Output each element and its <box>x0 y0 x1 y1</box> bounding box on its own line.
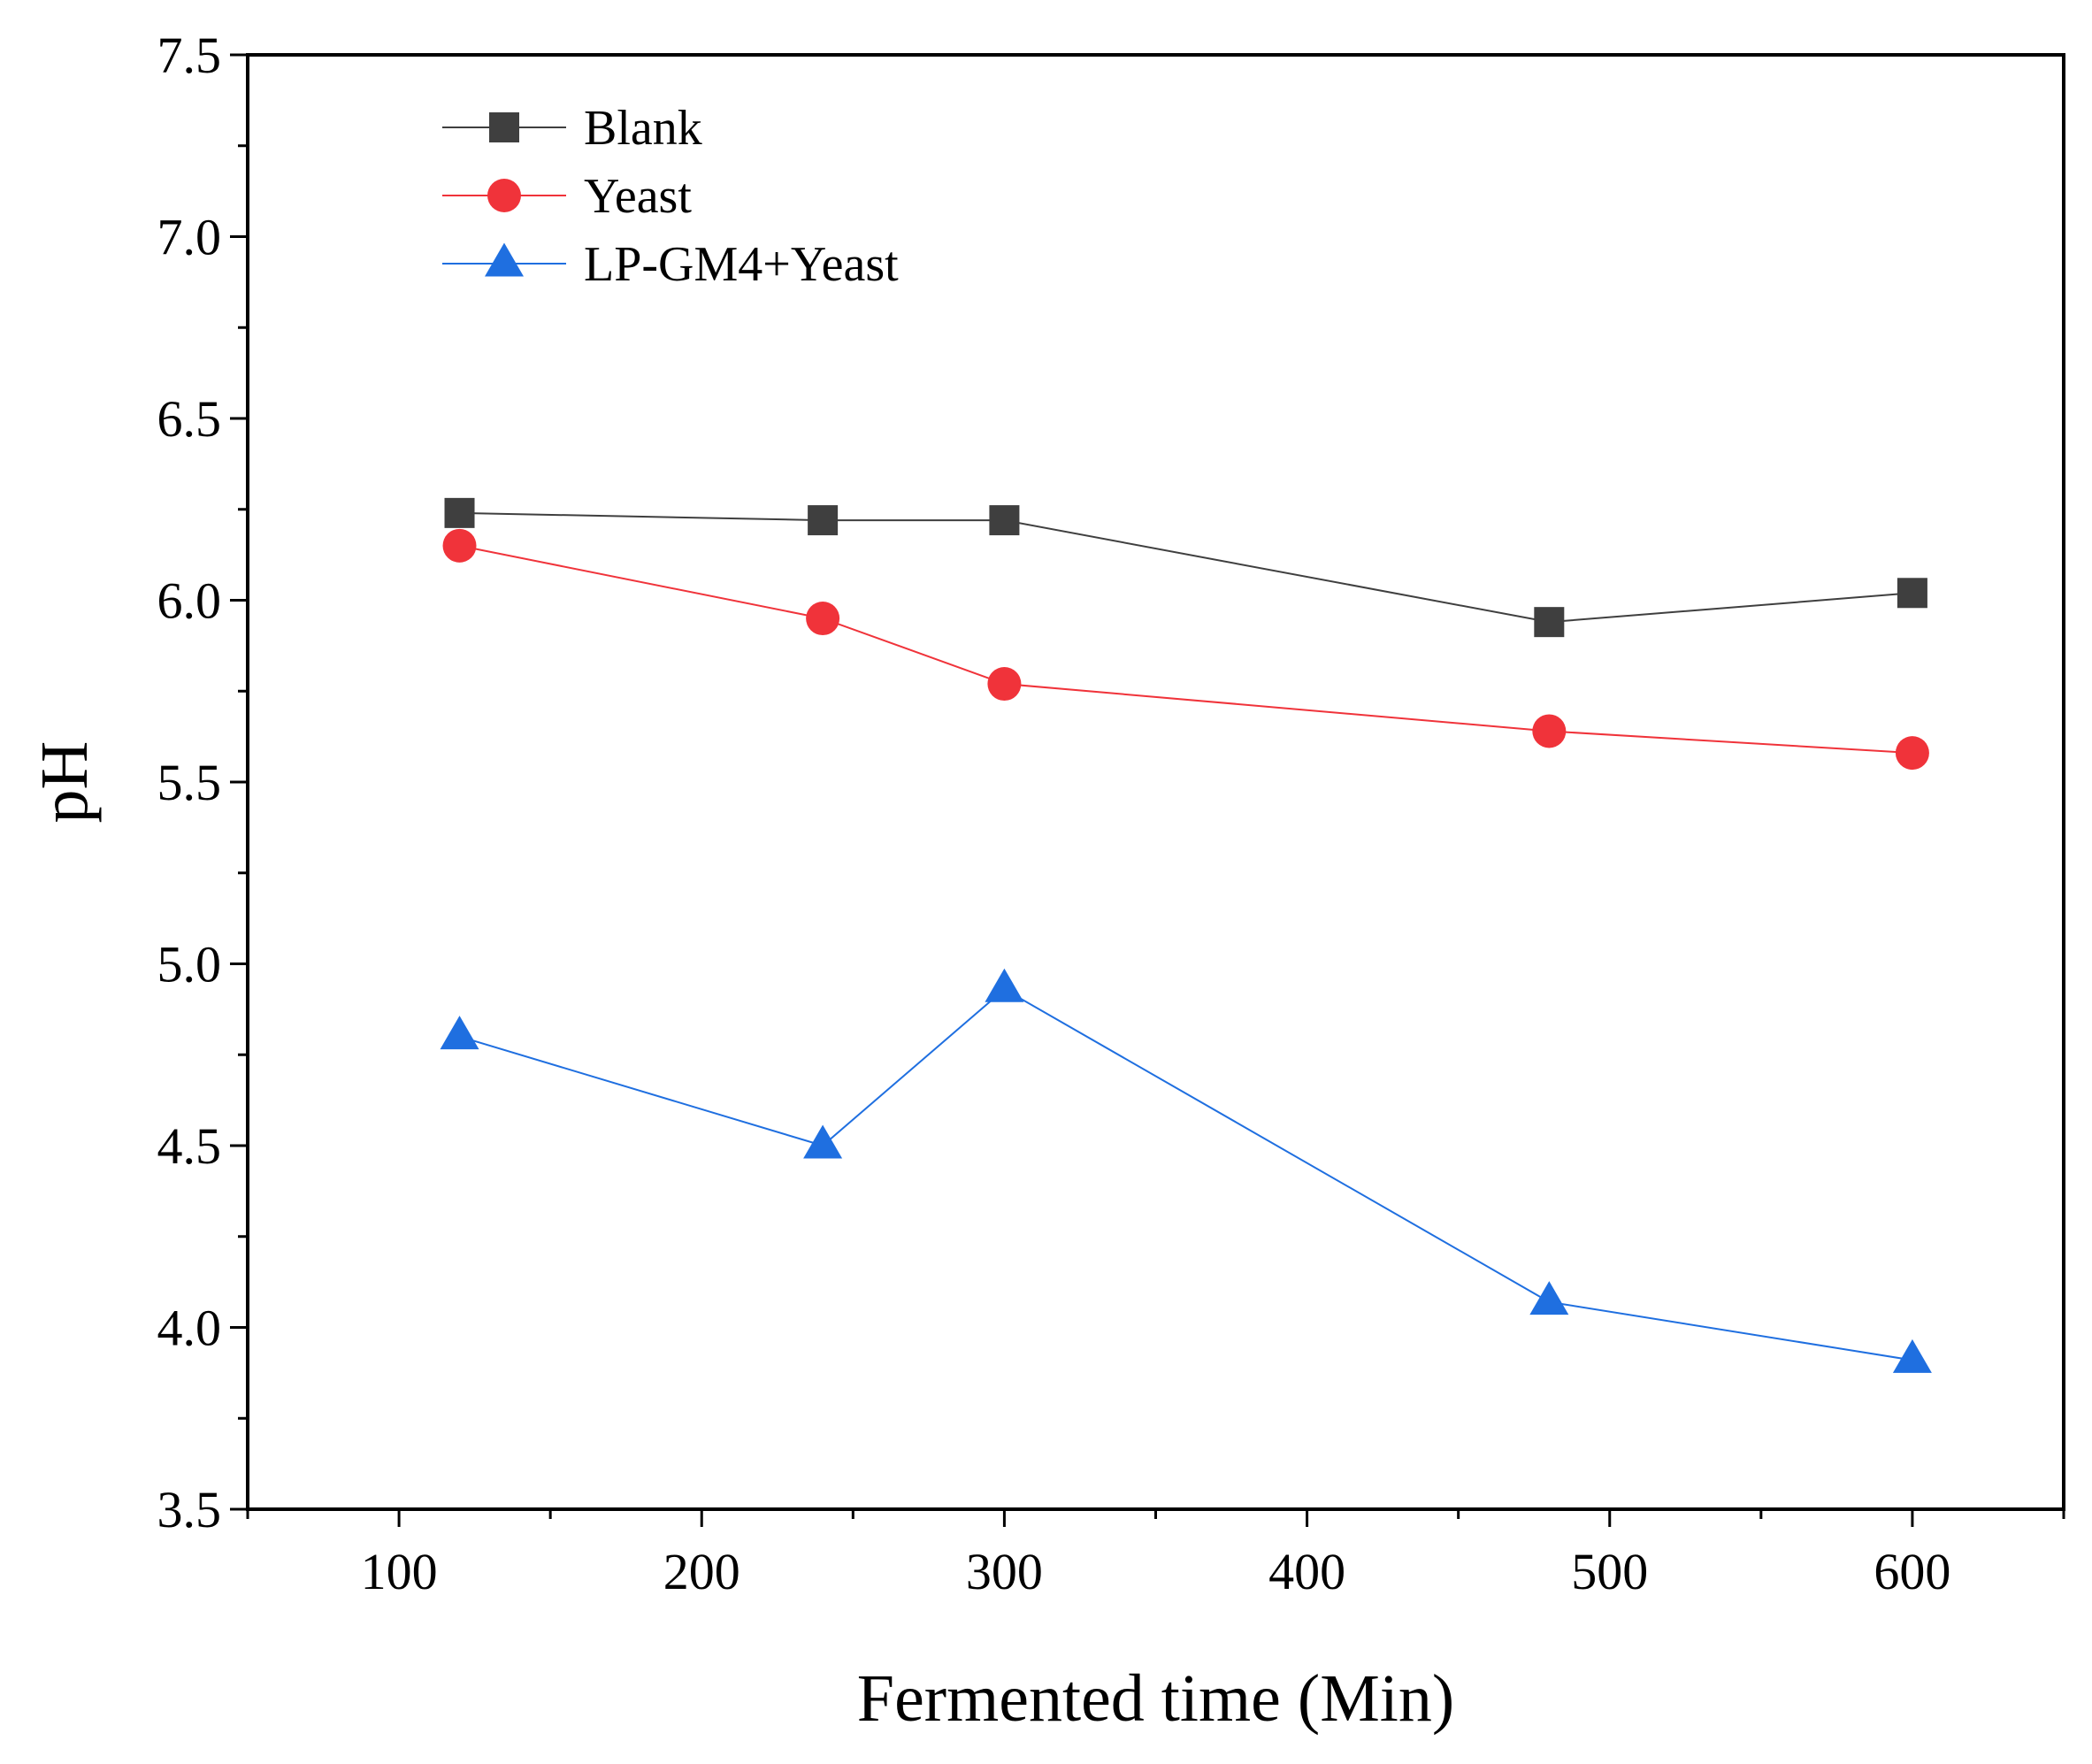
legend-label: Yeast <box>584 169 692 224</box>
series-line <box>459 544 1912 755</box>
legend-label: LP-GM4+Yeast <box>584 237 899 292</box>
data-point <box>1532 714 1567 748</box>
y-tick-label: 5.0 <box>157 936 222 993</box>
legend: Blank Yeast LP-GM4+Yeast <box>442 101 899 292</box>
legend-marker <box>487 179 521 212</box>
data-point <box>806 602 840 636</box>
y-tick-label: 7.5 <box>157 27 222 84</box>
data-point <box>989 505 1020 536</box>
x-tick-label: 500 <box>1571 1543 1648 1600</box>
x-axis-title: Fermented time (Min) <box>857 1661 1454 1736</box>
data-point <box>1897 578 1927 609</box>
legend-entry: Blank <box>442 101 702 156</box>
axes: 100 200 300 400 500 600 3.5 4.0 4.5 5.0 5.5 6.0 6.5 7… <box>157 27 2065 1600</box>
y-tick-label: 7.0 <box>157 209 222 266</box>
data-point <box>808 505 839 536</box>
y-tick-label: 3.5 <box>157 1481 222 1538</box>
x-tick-label: 600 <box>1874 1543 1950 1600</box>
data-point <box>1534 607 1565 638</box>
series-lp-gm4-yeast <box>440 968 1932 1373</box>
series-yeast <box>442 528 1929 771</box>
y-axis-title: pH <box>27 741 102 824</box>
series-blank <box>444 497 1927 638</box>
data-point <box>987 667 1022 702</box>
y-tick-label: 4.5 <box>157 1117 222 1175</box>
data-point <box>1895 736 1929 771</box>
x-tick-label: 200 <box>663 1543 740 1600</box>
data-point <box>1892 1338 1932 1373</box>
y-tick-label: 5.5 <box>157 754 222 811</box>
series-line <box>459 988 1913 1361</box>
x-tick-label: 300 <box>966 1543 1043 1600</box>
data-point <box>444 497 475 528</box>
legend-entry: Yeast <box>442 169 692 224</box>
legend-entry: LP-GM4+Yeast <box>442 237 899 292</box>
y-tick-label: 4.0 <box>157 1300 222 1357</box>
legend-marker <box>489 112 519 142</box>
legend-marker <box>485 242 524 277</box>
x-tick-label: 100 <box>361 1543 438 1600</box>
y-tick-label: 6.5 <box>157 390 222 448</box>
legend-label: Blank <box>584 101 702 156</box>
data-point <box>803 1124 843 1159</box>
data-point <box>440 1016 479 1050</box>
series-layer <box>440 497 1932 1373</box>
data-point <box>1529 1281 1569 1315</box>
data-point <box>442 528 477 563</box>
data-point <box>985 968 1024 1002</box>
y-tick-label: 6.0 <box>157 572 222 630</box>
series-line <box>459 511 1912 624</box>
x-tick-label: 400 <box>1268 1543 1345 1600</box>
